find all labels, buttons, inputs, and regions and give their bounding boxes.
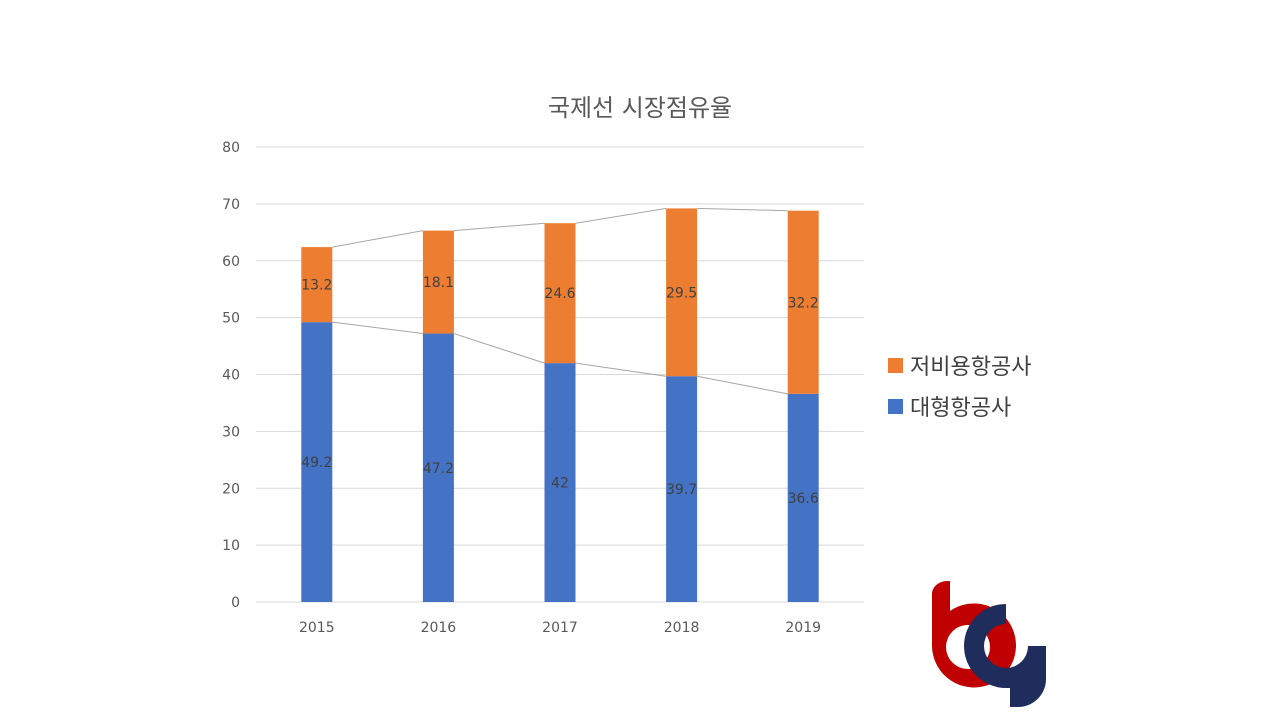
logo-g-bowl (964, 604, 1028, 688)
legend-label: 대형항공사 (910, 396, 1011, 421)
bar-segment (301, 322, 333, 602)
y-tick-label: 70 (222, 197, 240, 213)
bar-segment (544, 363, 576, 602)
series-line (697, 207, 788, 212)
data-label: 18.1 (423, 275, 454, 291)
data-label: 24.6 (544, 286, 575, 302)
x-tick-label: 2015 (299, 620, 335, 636)
chart-title: 국제선 시장점유율 (548, 94, 732, 122)
x-tick-label: 2017 (542, 620, 578, 636)
data-label: 13.2 (301, 278, 332, 294)
series-line (332, 321, 423, 335)
y-tick-label: 0 (231, 595, 240, 611)
logo-b-stem (932, 581, 950, 600)
y-tick-label: 40 (222, 368, 240, 384)
bar-segment (422, 333, 454, 602)
bars (301, 208, 819, 602)
bar-segment (666, 376, 698, 602)
series-lines (332, 207, 788, 395)
series-line (453, 333, 545, 364)
bar-segment (787, 393, 819, 602)
y-tick-label: 80 (222, 140, 240, 156)
series-line (575, 362, 667, 377)
legend-swatch (888, 358, 903, 373)
x-tick-label: 2018 (664, 620, 700, 636)
y-tick-label: 10 (222, 538, 240, 554)
data-label: 49.2 (301, 455, 332, 471)
bg-logo (931, 581, 1046, 707)
bar-segment (666, 208, 698, 377)
data-label: 29.5 (666, 285, 697, 301)
legend-label: 저비용항공사 (910, 355, 1031, 380)
series-line (332, 230, 423, 248)
legend-swatch (888, 399, 903, 414)
series-line (575, 207, 667, 224)
data-label: 39.7 (666, 482, 697, 498)
data-label: 32.2 (788, 295, 819, 311)
x-tick-label: 2019 (785, 620, 821, 636)
series-line (697, 375, 788, 395)
bar-segment (787, 210, 819, 394)
data-label: 42 (551, 476, 569, 492)
series-line (453, 222, 545, 232)
bar-segment (301, 247, 333, 323)
logo-g-tail (1010, 646, 1046, 707)
y-tick-label: 50 (222, 311, 240, 327)
y-tick-label: 60 (222, 254, 240, 270)
data-labels: 49.2 47.2 42 39.7 36.6 13.2 18.1 24.6 29.5 32.2 (301, 275, 819, 507)
x-tick-label: 2016 (421, 620, 457, 636)
data-label: 36.6 (788, 491, 819, 507)
y-tick-label: 30 (222, 424, 240, 440)
y-tick-label: 20 (222, 481, 240, 497)
bar-segment (422, 230, 454, 334)
axes: 0 10 20 30 40 50 60 70 80 2015 2016 2017 2018 2019 (222, 140, 821, 636)
bar-segment (544, 223, 576, 364)
data-label: 47.2 (423, 461, 454, 477)
